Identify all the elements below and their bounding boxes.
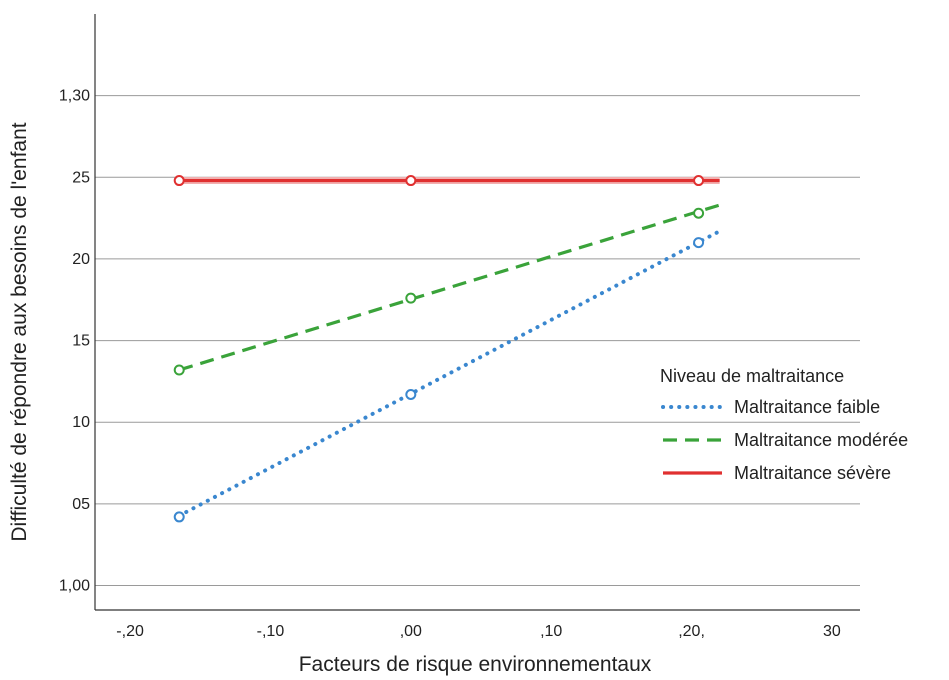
- data-point: [693, 207, 705, 219]
- y-tick-label: 15: [72, 333, 90, 350]
- data-point: [405, 388, 417, 400]
- legend: Niveau de maltraitance Maltraitance faib…: [660, 366, 908, 483]
- y-tick-label: 05: [72, 496, 90, 513]
- data-point: [405, 292, 417, 304]
- y-tick-label: 1,30: [59, 88, 90, 105]
- legend-label: Maltraitance sévère: [734, 463, 891, 483]
- x-tick-labels: -,20 -,10 ,00 ,10 ,20, 30: [116, 623, 841, 640]
- data-point: [693, 237, 705, 249]
- legend-title: Niveau de maltraitance: [660, 366, 844, 386]
- legend-label: Maltraitance faible: [734, 397, 880, 417]
- data-point: [173, 364, 185, 376]
- series-3: [173, 175, 720, 187]
- data-point: [405, 175, 417, 187]
- axes: [94, 14, 860, 611]
- series-layer: [173, 175, 722, 523]
- legend-label: Maltraitance modérée: [734, 430, 908, 450]
- x-axis-title: Facteurs de risque environnementaux: [299, 653, 652, 676]
- data-point: [173, 511, 185, 523]
- y-tick-labels: 1,00 05 10 15 20 25 1,30: [59, 88, 90, 595]
- data-point: [173, 175, 185, 187]
- x-tick-label: ,10: [540, 623, 562, 640]
- data-point: [693, 175, 705, 187]
- series-2: [173, 203, 721, 376]
- x-tick-label: -,20: [116, 623, 144, 640]
- series-line: [178, 203, 721, 372]
- gridlines: [95, 95, 860, 587]
- y-tick-label: 1,00: [59, 578, 90, 595]
- y-tick-label: 10: [72, 414, 90, 431]
- y-tick-label: 25: [72, 169, 90, 186]
- y-axis-title: Difficulté de répondre aux besoins de l'…: [8, 122, 31, 541]
- x-tick-label: ,00: [400, 623, 422, 640]
- series-line: [184, 229, 722, 515]
- x-tick-label: -,10: [257, 623, 285, 640]
- series-1: [173, 229, 722, 523]
- x-tick-label: ,20,: [678, 623, 705, 640]
- x-tick-label: 30: [823, 623, 841, 640]
- y-tick-label: 20: [72, 251, 90, 268]
